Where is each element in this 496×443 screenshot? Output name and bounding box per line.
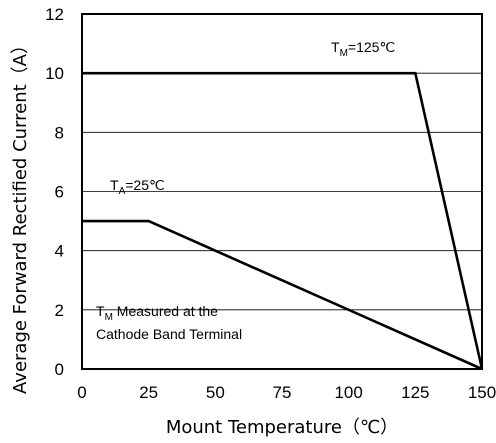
ta-label-main: T xyxy=(110,177,119,193)
ta-label-rest: =25℃ xyxy=(125,177,164,193)
tm-label-main: T xyxy=(331,39,340,55)
x-tick-label-2: 50 xyxy=(206,383,225,402)
note-line-1-sub: M xyxy=(105,312,113,323)
ta-label: TA=25℃ xyxy=(110,177,165,197)
y-tick-label-4: 8 xyxy=(55,123,64,142)
x-tick-label-0: 0 xyxy=(77,383,86,402)
series-layer xyxy=(82,71,484,371)
y-tick-label-0: 0 xyxy=(55,360,64,379)
x-tick-labels: 0 25 50 75 100 125 150 xyxy=(77,383,496,402)
tm-label-sub: M xyxy=(340,48,348,59)
y-tick-label-5: 10 xyxy=(45,64,64,83)
y-tick-label-6: 12 xyxy=(45,5,64,24)
note-line-1-rest: Measured at the xyxy=(113,303,218,319)
series-line-1 xyxy=(82,219,483,371)
x-tick-label-5: 125 xyxy=(401,383,429,402)
plot-frame xyxy=(81,13,483,370)
note-line-2: Cathode Band Terminal xyxy=(96,326,242,342)
x-tick-label-4: 100 xyxy=(334,383,362,402)
y-tick-labels: 0 2 4 6 8 10 12 xyxy=(45,5,64,379)
x-tick-label-1: 25 xyxy=(139,383,158,402)
tm-label: TM=125℃ xyxy=(331,39,395,59)
note-line-1: TM Measured at the xyxy=(96,303,218,323)
y-tick-label-2: 4 xyxy=(55,242,64,261)
y-tick-label-3: 6 xyxy=(55,183,64,202)
x-tick-label-6: 150 xyxy=(468,383,496,402)
x-tick-label-3: 75 xyxy=(273,383,292,402)
x-axis-title: Mount Temperature（℃） xyxy=(166,417,398,438)
y-axis-title: Average Forward Rectified Current（A） xyxy=(10,36,31,394)
y-tick-label-1: 2 xyxy=(55,301,64,320)
note-line-1-main: T xyxy=(96,303,105,319)
series-line-0 xyxy=(82,71,484,370)
tm-label-rest: =125℃ xyxy=(348,39,395,55)
ta-label-sub: A xyxy=(119,186,126,197)
